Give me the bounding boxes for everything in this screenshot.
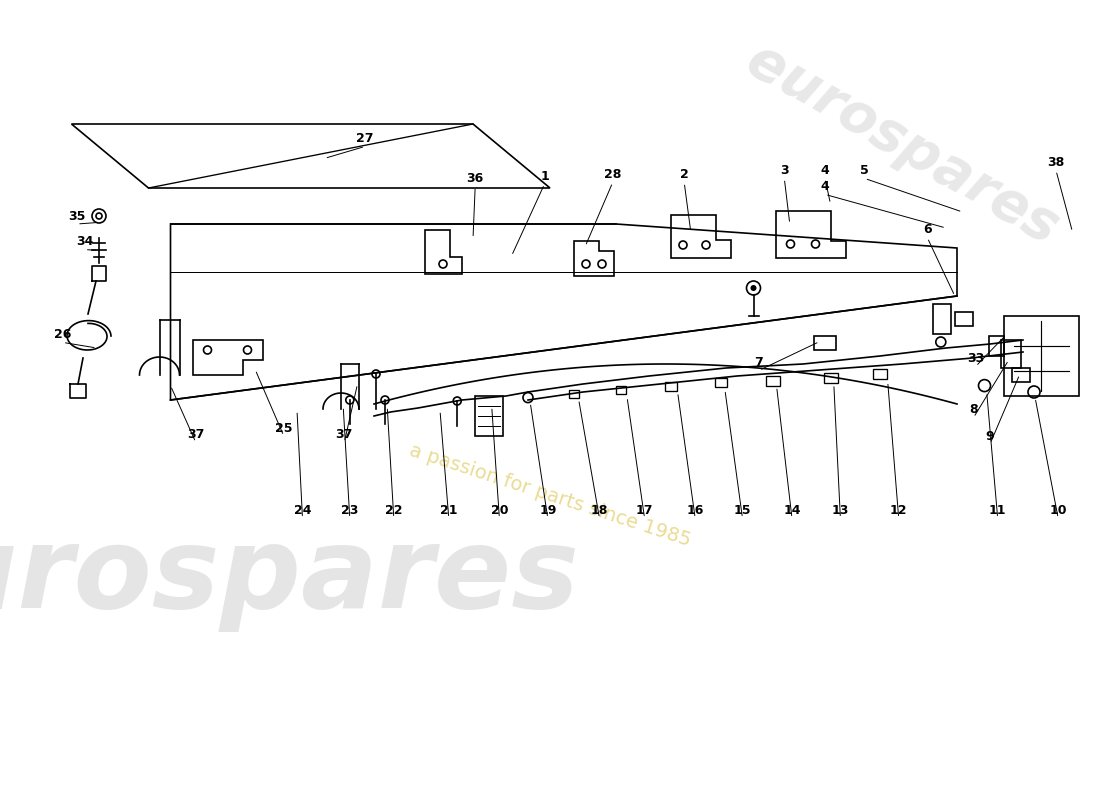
Text: 12: 12: [890, 504, 908, 517]
Text: 19: 19: [539, 504, 557, 517]
Text: 9: 9: [986, 430, 994, 442]
Text: 26: 26: [54, 328, 72, 341]
Bar: [569, 390, 580, 398]
Bar: [1001, 340, 1021, 368]
Text: 11: 11: [989, 504, 1006, 517]
Circle shape: [750, 285, 757, 291]
Text: 13: 13: [832, 504, 849, 517]
Text: 1: 1: [540, 170, 549, 182]
Bar: [616, 386, 627, 394]
Bar: [873, 370, 887, 379]
Bar: [475, 396, 503, 436]
Text: 8: 8: [969, 403, 978, 416]
Bar: [814, 336, 836, 350]
Text: 15: 15: [734, 504, 751, 517]
Text: a passion for parts since 1985: a passion for parts since 1985: [407, 442, 693, 550]
Bar: [989, 336, 1004, 356]
Text: 10: 10: [1049, 504, 1067, 517]
Text: 22: 22: [385, 504, 403, 517]
Text: 23: 23: [341, 504, 359, 517]
Text: 25: 25: [275, 422, 293, 434]
Bar: [1004, 316, 1079, 396]
Text: 16: 16: [686, 504, 704, 517]
Text: 38: 38: [1047, 156, 1065, 169]
Text: 4: 4: [821, 180, 829, 193]
Bar: [955, 312, 972, 326]
Bar: [824, 373, 837, 382]
Text: 21: 21: [440, 504, 458, 517]
Text: 17: 17: [636, 504, 653, 517]
Text: 3: 3: [780, 164, 789, 177]
Text: 20: 20: [491, 504, 508, 517]
Text: 37: 37: [187, 428, 205, 441]
Text: 5: 5: [860, 164, 869, 177]
Text: 28: 28: [604, 168, 622, 181]
Text: 24: 24: [294, 504, 311, 517]
Text: 35: 35: [68, 210, 86, 222]
Bar: [1012, 368, 1030, 382]
Text: 27: 27: [356, 132, 374, 145]
Bar: [767, 376, 780, 386]
Text: eurospares: eurospares: [0, 521, 580, 631]
Text: 2: 2: [680, 168, 689, 181]
Bar: [715, 378, 726, 387]
Text: 33: 33: [967, 352, 984, 365]
Text: 36: 36: [466, 172, 484, 185]
Text: 4: 4: [821, 164, 829, 177]
Text: 7: 7: [755, 356, 763, 369]
Text: 34: 34: [76, 235, 94, 248]
Bar: [666, 382, 676, 390]
Text: 37: 37: [336, 428, 353, 441]
Text: eurospares: eurospares: [737, 33, 1067, 255]
Text: 18: 18: [591, 504, 608, 517]
Text: 6: 6: [923, 223, 932, 236]
Text: 14: 14: [783, 504, 801, 517]
Bar: [933, 304, 950, 334]
